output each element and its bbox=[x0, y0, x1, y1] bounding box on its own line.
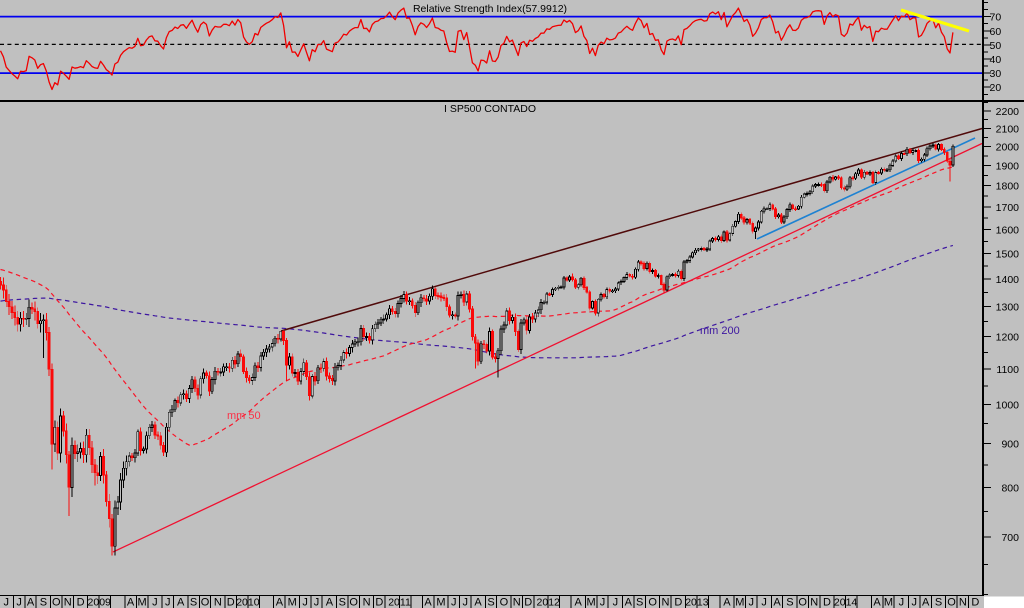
svg-text:J: J bbox=[912, 597, 918, 608]
svg-text:J: J bbox=[899, 597, 905, 608]
svg-text:N: N bbox=[513, 597, 521, 608]
svg-text:O: O bbox=[349, 597, 358, 608]
svg-text:J: J bbox=[314, 597, 320, 608]
svg-text:D: D bbox=[524, 597, 532, 608]
svg-text:2012: 2012 bbox=[537, 597, 561, 608]
svg-text:N: N bbox=[662, 597, 670, 608]
svg-text:A: A bbox=[474, 597, 482, 608]
svg-text:2011: 2011 bbox=[388, 597, 411, 608]
svg-text:O: O bbox=[500, 597, 509, 608]
svg-text:2013: 2013 bbox=[685, 597, 709, 608]
svg-text:1600: 1600 bbox=[996, 225, 1020, 237]
svg-text:2014: 2014 bbox=[834, 597, 858, 608]
svg-text:J: J bbox=[165, 597, 171, 608]
svg-text:30: 30 bbox=[990, 68, 1002, 80]
svg-text:1800: 1800 bbox=[996, 181, 1020, 193]
svg-text:M: M bbox=[884, 597, 893, 608]
svg-text:2009: 2009 bbox=[88, 597, 112, 608]
svg-text:D: D bbox=[77, 597, 85, 608]
svg-text:I SP500 CONTADO: I SP500 CONTADO bbox=[444, 103, 536, 115]
svg-text:M: M bbox=[587, 597, 596, 608]
svg-text:J: J bbox=[600, 597, 606, 608]
svg-text:M: M bbox=[735, 597, 744, 608]
svg-text:M: M bbox=[436, 597, 445, 608]
svg-text:40: 40 bbox=[990, 54, 1002, 66]
svg-text:800: 800 bbox=[1001, 482, 1019, 494]
svg-text:D: D bbox=[227, 597, 235, 608]
svg-text:O: O bbox=[648, 597, 657, 608]
svg-text:N: N bbox=[214, 597, 222, 608]
svg-text:O: O bbox=[52, 597, 61, 608]
svg-text:A: A bbox=[326, 597, 334, 608]
svg-text:N: N bbox=[810, 597, 818, 608]
svg-text:N: N bbox=[363, 597, 371, 608]
svg-text:60: 60 bbox=[990, 26, 1002, 38]
svg-text:2000: 2000 bbox=[996, 142, 1020, 154]
svg-text:J: J bbox=[3, 597, 9, 608]
svg-text:D: D bbox=[823, 597, 831, 608]
svg-text:J: J bbox=[462, 597, 468, 608]
svg-text:1200: 1200 bbox=[996, 332, 1020, 344]
svg-text:J: J bbox=[152, 597, 158, 608]
svg-text:A: A bbox=[424, 597, 432, 608]
svg-text:N: N bbox=[64, 597, 72, 608]
svg-text:1900: 1900 bbox=[996, 161, 1020, 173]
svg-text:S: S bbox=[935, 597, 942, 608]
svg-text:S: S bbox=[190, 597, 197, 608]
svg-text:2200: 2200 bbox=[996, 106, 1020, 118]
svg-text:mm 200: mm 200 bbox=[700, 325, 740, 337]
svg-text:1300: 1300 bbox=[996, 302, 1020, 314]
svg-text:J: J bbox=[302, 597, 308, 608]
svg-text:A: A bbox=[177, 597, 185, 608]
svg-text:900: 900 bbox=[1001, 439, 1019, 451]
svg-text:J: J bbox=[761, 597, 767, 608]
svg-text:1000: 1000 bbox=[996, 399, 1020, 411]
svg-text:S: S bbox=[487, 597, 494, 608]
svg-text:M: M bbox=[138, 597, 147, 608]
svg-text:O: O bbox=[947, 597, 956, 608]
svg-text:D: D bbox=[971, 597, 979, 608]
svg-text:A: A bbox=[127, 597, 135, 608]
svg-text:20: 20 bbox=[990, 82, 1002, 94]
svg-text:Relative Strength Index(57.991: Relative Strength Index(57.9912) bbox=[413, 3, 567, 15]
svg-text:A: A bbox=[873, 597, 881, 608]
svg-text:S: S bbox=[40, 597, 47, 608]
svg-text:S: S bbox=[636, 597, 643, 608]
svg-text:70: 70 bbox=[990, 12, 1002, 24]
svg-text:S: S bbox=[786, 597, 793, 608]
svg-text:J: J bbox=[16, 597, 22, 608]
svg-text:J: J bbox=[451, 597, 457, 608]
svg-text:D: D bbox=[674, 597, 682, 608]
svg-text:1700: 1700 bbox=[996, 202, 1020, 214]
svg-text:S: S bbox=[339, 597, 346, 608]
svg-text:A: A bbox=[922, 597, 930, 608]
svg-text:M: M bbox=[288, 597, 297, 608]
svg-text:1400: 1400 bbox=[996, 274, 1020, 286]
svg-text:mm 50: mm 50 bbox=[227, 410, 261, 422]
svg-text:50: 50 bbox=[990, 40, 1002, 52]
svg-text:A: A bbox=[276, 597, 284, 608]
svg-text:1100: 1100 bbox=[996, 364, 1019, 376]
svg-text:O: O bbox=[201, 597, 210, 608]
svg-text:A: A bbox=[575, 597, 583, 608]
svg-text:J: J bbox=[613, 597, 619, 608]
svg-text:J: J bbox=[748, 597, 754, 608]
svg-text:A: A bbox=[625, 597, 633, 608]
svg-text:N: N bbox=[959, 597, 967, 608]
svg-text:A: A bbox=[773, 597, 781, 608]
svg-text:D: D bbox=[375, 597, 383, 608]
svg-text:A: A bbox=[723, 597, 731, 608]
svg-text:2100: 2100 bbox=[996, 123, 1020, 135]
svg-text:1500: 1500 bbox=[996, 249, 1020, 261]
svg-text:2010: 2010 bbox=[236, 597, 260, 608]
svg-text:O: O bbox=[798, 597, 807, 608]
svg-text:A: A bbox=[27, 597, 35, 608]
svg-text:700: 700 bbox=[1001, 532, 1019, 544]
